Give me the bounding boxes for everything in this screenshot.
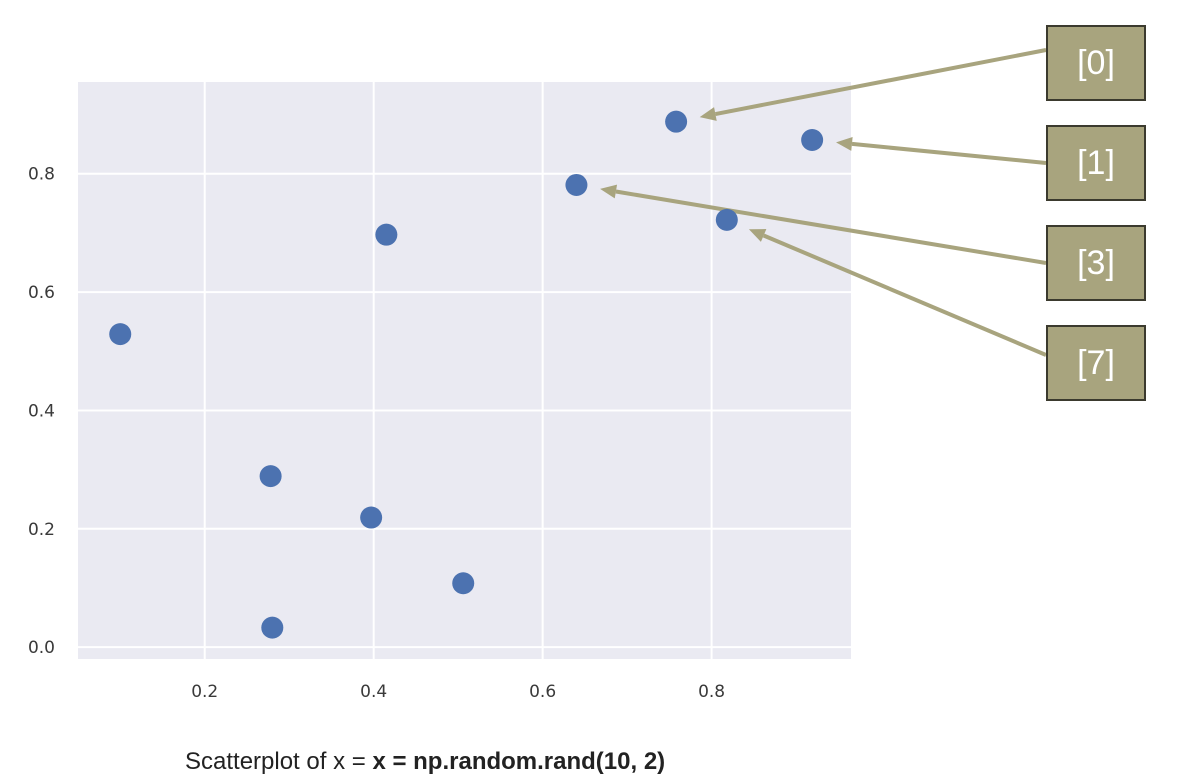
annotation-arrow-line — [852, 144, 1046, 163]
scatter-point — [260, 465, 282, 487]
y-tick-label: 0.8 — [28, 165, 55, 185]
y-tick-label: 0.6 — [28, 283, 55, 303]
figure-caption: Scatterplot of x = x = np.random.rand(10… — [185, 748, 885, 776]
scatter-point — [261, 617, 283, 639]
scatter-point — [375, 224, 397, 246]
scatter-point — [452, 572, 474, 594]
caption-code: x = np.random.rand(10, 2) — [372, 748, 665, 775]
y-tick-label: 0.2 — [28, 520, 55, 540]
x-tick-label: 0.6 — [529, 682, 556, 702]
x-tick-label: 0.8 — [698, 682, 725, 702]
x-tick-label: 0.4 — [360, 682, 387, 702]
callout-box-1: [1] — [1046, 125, 1146, 201]
callout-box-7: [7] — [1046, 325, 1146, 401]
x-tick-label: 0.2 — [191, 682, 218, 702]
scatter-point — [801, 129, 823, 151]
caption-prefix: Scatterplot of x = — [185, 748, 372, 775]
scatter-point — [665, 111, 687, 133]
scatter-point — [716, 209, 738, 231]
scatter-point — [360, 507, 382, 529]
scatter-point — [565, 174, 587, 196]
scatter-point — [109, 323, 131, 345]
callout-box-0: [0] — [1046, 25, 1146, 101]
y-tick-label: 0.4 — [28, 401, 55, 421]
y-tick-label: 0.0 — [28, 638, 55, 658]
callout-box-3: [3] — [1046, 225, 1146, 301]
